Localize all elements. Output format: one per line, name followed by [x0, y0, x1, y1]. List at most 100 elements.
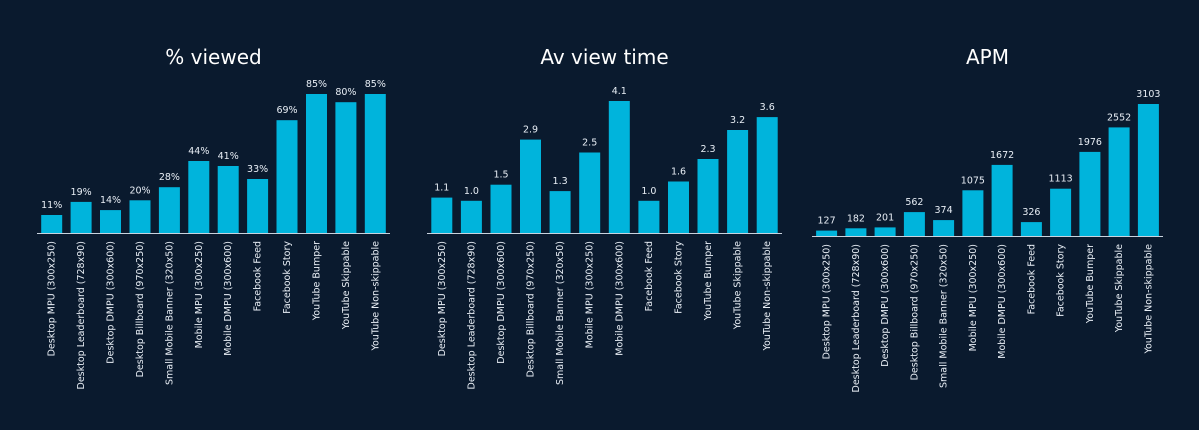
bar [247, 179, 269, 233]
bar [933, 220, 955, 236]
bar [1050, 188, 1072, 236]
category-tick-label: Mobile DMPU (300x600) [223, 241, 234, 356]
category-tick-label: Facebook Story [1056, 244, 1067, 317]
category-tick-label: Mobile DMPU (300x600) [997, 244, 1008, 359]
data-label: 201 [876, 212, 894, 223]
category-tick-label: Desktop Billboard (970x250) [135, 241, 146, 377]
bar [874, 227, 896, 236]
data-label: 33% [247, 164, 268, 175]
data-label: 374 [935, 205, 953, 216]
category-tick-label: YouTube Non-skippable [1143, 244, 1154, 355]
bar [364, 94, 386, 233]
category-tick-label: YouTube Bumper [312, 241, 323, 321]
category-tick-label: Mobile MPU (300x250) [968, 244, 979, 351]
bar [520, 139, 541, 233]
category-tick-label: Desktop MPU (300x250) [822, 244, 833, 359]
bar [903, 212, 925, 236]
bar [335, 102, 357, 233]
chart-title: % viewed [165, 45, 261, 69]
data-label: 1.3 [553, 176, 568, 187]
data-label: 28% [159, 172, 180, 183]
bar [1079, 151, 1101, 236]
category-tick-label: Desktop DMPU (300x600) [106, 241, 117, 364]
data-label: 562 [905, 197, 923, 208]
data-label: 4.1 [612, 86, 627, 97]
data-label: 85% [306, 79, 327, 90]
chart-title: APM [966, 45, 1009, 69]
bar [490, 184, 512, 233]
bar [129, 200, 151, 233]
bar [41, 215, 63, 233]
data-label: 182 [847, 213, 865, 224]
data-label: 11% [41, 200, 62, 211]
data-label: 44% [188, 146, 209, 157]
bar [579, 152, 601, 233]
category-tick-label: Small Mobile Banner (320x50) [939, 244, 950, 388]
bar [697, 159, 719, 233]
data-label: 1.0 [641, 186, 656, 197]
bar [217, 166, 239, 233]
data-label: 1075 [961, 175, 985, 186]
data-label: 1.6 [671, 167, 686, 178]
category-tick-label: Facebook Feed [253, 241, 264, 311]
category-tick-label: Desktop Leaderboard (728x90) [76, 241, 87, 389]
category-tick-label: Small Mobile Banner (320x50) [164, 241, 175, 385]
category-tick-label: YouTube Bumper [703, 241, 714, 321]
category-tick-label: Mobile DMPU (300x600) [614, 241, 625, 356]
bar [608, 101, 630, 233]
bar [158, 187, 180, 233]
data-label: 3.6 [760, 102, 775, 113]
data-label: 2.9 [523, 125, 538, 136]
bar [70, 201, 92, 233]
data-label: 2.3 [700, 144, 715, 155]
data-label: 2552 [1107, 112, 1131, 123]
data-label: 19% [71, 187, 92, 198]
bar [845, 228, 867, 236]
data-label: 2.5 [582, 138, 597, 149]
category-tick-label: Desktop Billboard (970x250) [909, 244, 920, 380]
data-label: 14% [100, 195, 121, 206]
data-label: 3103 [1136, 89, 1160, 100]
category-tick-label: Facebook Story [674, 241, 685, 314]
category-tick-label: Desktop Leaderboard (728x90) [851, 244, 862, 392]
chart-0: % viewed 11% Desktop MPU (300x250) 19% Deskt… [37, 45, 390, 389]
data-label: 80% [335, 87, 356, 98]
category-tick-label: Desktop MPU (300x250) [47, 241, 58, 356]
category-tick-label: YouTube Non-skippable [370, 241, 381, 352]
bar [756, 117, 778, 233]
data-label: 41% [218, 151, 239, 162]
bar [962, 190, 984, 236]
category-tick-label: Facebook Feed [644, 241, 655, 311]
bar [276, 120, 298, 233]
chart-title: Av view time [540, 45, 668, 69]
category-tick-label: YouTube Skippable [1114, 244, 1125, 333]
category-tick-label: YouTube Skippable [341, 241, 352, 330]
bar [306, 94, 327, 233]
data-label: 69% [276, 105, 297, 116]
category-tick-label: Desktop Leaderboard (728x90) [466, 241, 477, 389]
category-tick-label: Desktop Billboard (970x250) [526, 241, 537, 377]
category-tick-label: Desktop DMPU (300x600) [496, 241, 507, 364]
data-label: 1.0 [464, 186, 479, 197]
data-label: 326 [1022, 207, 1040, 218]
category-tick-label: Desktop DMPU (300x600) [880, 244, 891, 367]
bar [991, 164, 1013, 236]
data-label: 127 [818, 216, 836, 227]
data-label: 1.5 [493, 170, 508, 181]
category-tick-label: Facebook Story [282, 241, 293, 314]
bar [100, 210, 121, 233]
bar [668, 181, 689, 233]
bar [431, 197, 453, 233]
bar [816, 230, 838, 236]
data-label: 1672 [990, 150, 1014, 161]
category-tick-label: Mobile MPU (300x250) [585, 241, 596, 348]
bar [1137, 104, 1159, 236]
category-tick-label: Mobile MPU (300x250) [194, 241, 205, 348]
category-tick-label: YouTube Bumper [1085, 244, 1096, 324]
category-tick-label: YouTube Skippable [733, 241, 744, 330]
bar [638, 200, 660, 233]
chart-2: APM 127 Desktop MPU (300x250) 182 Desktop Le… [812, 45, 1163, 392]
category-tick-label: Facebook Feed [1026, 244, 1037, 314]
